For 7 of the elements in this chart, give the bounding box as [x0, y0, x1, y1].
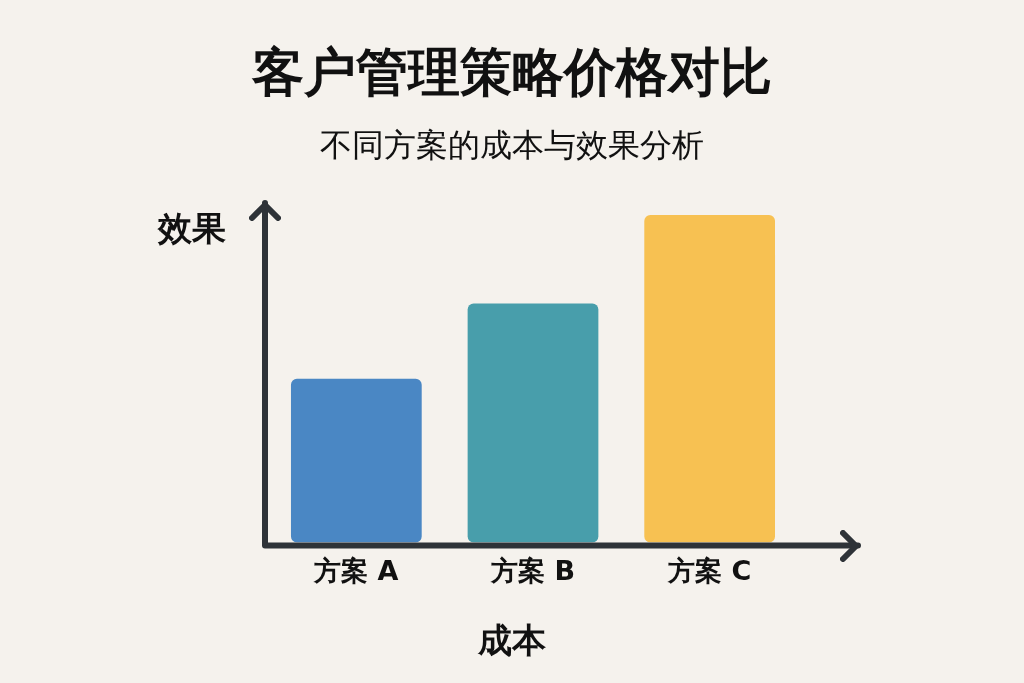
y-axis-title: 效果 [158, 207, 226, 250]
chart-subtitle: 不同方案的成本与效果分析 [319, 125, 705, 166]
x-tick-label: 方案 B [490, 554, 575, 586]
x-tick-label: 方案 A [313, 554, 399, 586]
x-axis-title: 成本 [477, 619, 547, 662]
chart-title: 客户管理策略价格对比 [251, 41, 773, 104]
x-tick-label: 方案 C [667, 554, 752, 586]
